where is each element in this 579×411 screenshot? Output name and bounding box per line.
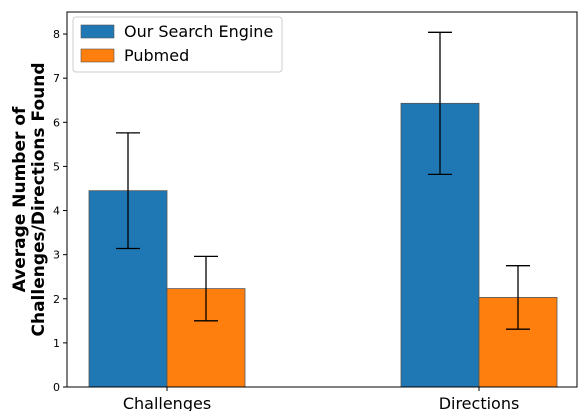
legend-swatch (80, 24, 115, 39)
y-axis: 0 1 2 3 4 5 6 7 8 (53, 28, 67, 394)
y-axis-label: Average Number ofChallenges/Directions F… (10, 62, 49, 336)
x-tick-label: Directions (439, 394, 520, 411)
y-axis-label-line: Challenges/Directions Found (29, 62, 49, 336)
y-tick-label: 6 (53, 116, 60, 129)
x-tick-label: Challenges (123, 394, 211, 411)
y-axis-label-line: Average Number of (10, 106, 30, 292)
bars-layer (88, 102, 558, 388)
legend-label: Our Search Engine (124, 22, 273, 41)
plot-area-frame (66, 11, 578, 388)
y-tick-label: 4 (53, 205, 60, 218)
legend-label: Pubmed (124, 46, 189, 65)
y-tick-label: 5 (53, 160, 60, 173)
error-bars-layer (116, 31, 530, 330)
legend: Our Search Engine Pubmed (72, 16, 283, 73)
x-axis: Challenges Directions (123, 387, 519, 411)
y-tick-label: 8 (53, 28, 60, 41)
y-tick-label: 1 (53, 337, 60, 350)
legend-swatch (80, 48, 115, 63)
y-tick-label: 3 (53, 249, 60, 262)
y-tick-label: 0 (53, 381, 60, 394)
legend-box (72, 16, 283, 73)
y-tick-label: 7 (53, 72, 60, 85)
y-tick-label: 2 (53, 293, 60, 306)
